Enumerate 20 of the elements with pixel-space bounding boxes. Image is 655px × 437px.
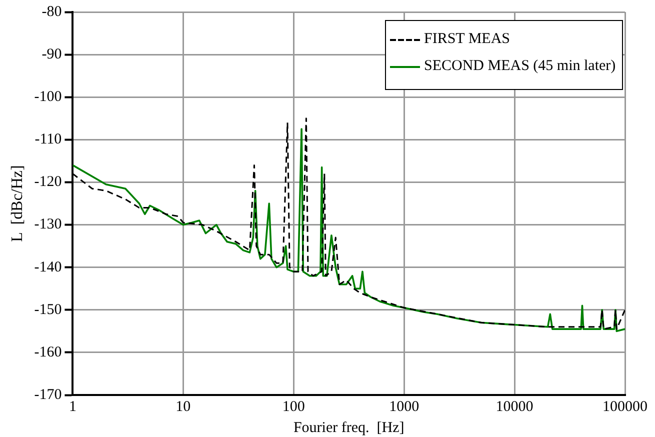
y-tick-label: -150	[34, 302, 62, 318]
legend-label: FIRST MEAS	[424, 31, 510, 48]
y-axis-title: L [dBc/Hz]	[8, 165, 26, 242]
y-tick-label: -80	[42, 4, 62, 20]
x-tick-label: 10000	[496, 398, 534, 415]
y-tick-label: -130	[34, 216, 62, 233]
x-tick-label: 1	[68, 398, 76, 415]
y-tick-label: -170	[34, 386, 62, 403]
y-tick-label: -110	[34, 132, 62, 148]
y-tick-label: -90	[42, 46, 62, 62]
legend-label: SECOND MEAS (45 min later)	[424, 58, 616, 75]
y-tick-label: -100	[34, 89, 62, 106]
y-tick-label: -140	[34, 259, 62, 276]
x-tick-label: 100000	[602, 398, 648, 415]
y-tick-label: -120	[34, 174, 62, 190]
y-tick-label: -160	[34, 344, 62, 360]
x-tick-label: 1000	[389, 398, 420, 415]
x-axis-title: Fourier freq. [Hz]	[293, 420, 404, 436]
x-tick-label: 10	[176, 398, 191, 415]
x-tick-label: 100	[282, 398, 305, 415]
